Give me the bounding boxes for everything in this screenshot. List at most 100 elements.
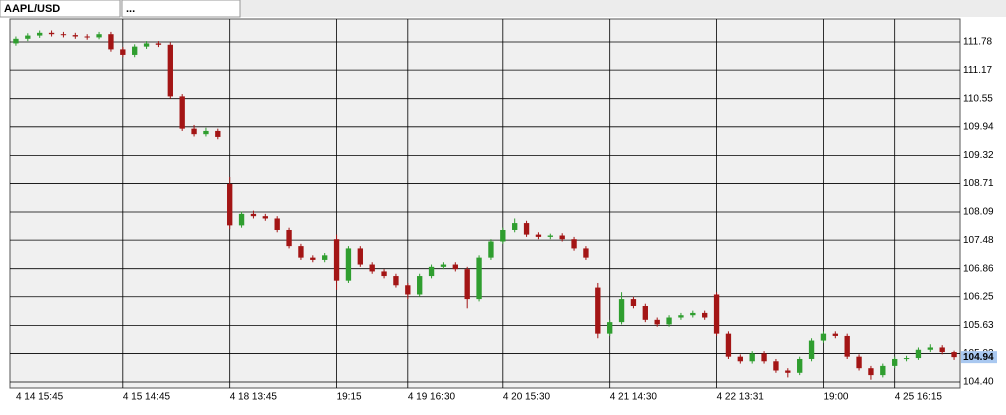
candle-body [13,38,19,44]
tab-label[interactable]: AAPL/USD [4,3,60,15]
y-tick-label: 105.63 [963,320,994,331]
candle-body [72,35,78,37]
y-tick-label: 108.09 [963,207,994,218]
x-tick-label: 4 15 14:45 [123,392,171,403]
candle-body [48,32,55,35]
x-tick-label: 19:00 [823,392,848,403]
last-price-box [961,351,997,364]
candle-body [262,216,268,219]
candle-body [808,340,815,359]
candle-body [132,46,138,55]
y-tick-label: 106.86 [963,263,994,274]
x-tick-label: 4 19 16:30 [408,392,456,403]
candle-body [666,317,672,325]
candle-body [915,349,922,359]
candle-body [500,229,506,242]
candle-body [488,241,494,258]
candle-body [203,130,209,135]
candle-body [215,130,221,137]
candle-body [547,235,553,237]
candle-body [238,213,245,226]
x-tick-label: 4 14 15:45 [16,392,64,403]
candle-body [749,353,755,362]
candle-body [951,352,957,358]
candle-body [428,266,435,277]
x-tick-label: 4 21 14:30 [610,392,658,403]
candle-body [476,257,482,300]
tab-label[interactable]: ... [126,3,135,15]
candle-body [345,248,352,281]
candle-body [191,128,197,135]
candle-body [250,213,257,217]
y-tick-label: 111.78 [963,37,993,48]
candle-body [381,271,387,277]
candle-body [120,49,126,55]
candle-body [880,365,886,376]
x-tick-label: 4 22 13:31 [717,392,765,403]
y-tick-label: 107.48 [963,235,994,246]
candle-body [939,347,945,353]
candle-body [702,312,708,318]
candle-body [713,294,720,334]
candle-body [856,356,862,369]
candle-body [369,264,375,272]
x-tick-label: 4 20 15:30 [503,392,551,403]
candle-body [179,96,185,129]
candle-body [773,361,779,371]
candle-body [60,34,67,36]
candle-body [155,43,162,45]
candle-body [96,34,102,38]
candle-body [725,333,732,357]
candle-body [903,358,910,360]
y-tick-label: 108.71 [963,178,994,189]
last-price-label: 104.94 [963,352,994,363]
y-tick-label: 110.55 [963,93,993,104]
candle-body [630,299,637,306]
y-tick-label: 104.40 [963,377,994,388]
y-tick-label: 109.94 [963,121,994,132]
candle-body [393,276,399,286]
candle-body [512,223,518,230]
candle-body [595,287,601,334]
candle-body [797,358,803,373]
candle-body [37,32,43,36]
candle-body [618,299,625,323]
tab[interactable] [0,0,121,18]
candle-body [832,333,838,336]
candle-body [25,35,31,39]
candle-body [654,319,660,325]
candle-body [84,36,90,38]
candle-body [785,370,791,373]
candle-body [642,306,648,320]
candle-body [678,315,684,318]
candle-body [298,246,304,258]
candle-body [322,255,328,260]
candle-body [310,257,316,260]
candle-body [820,333,827,341]
candle-body [583,248,589,258]
candle-body [274,218,280,230]
candle-body [357,248,363,265]
y-tick-label: 109.32 [963,150,994,161]
candle-body [868,368,874,376]
candle-body [464,269,470,300]
candle-body [927,347,933,350]
candle-body [417,276,423,295]
candle-body [607,322,613,334]
candle-body [333,239,340,281]
candle-body [737,356,743,362]
x-tick-label: 4 25 16:15 [895,392,943,403]
plot-area [9,18,961,389]
candle-body [690,312,696,316]
candle-body [844,335,850,357]
candle-body [440,264,447,267]
candle-body [167,44,173,97]
candle-body [892,358,898,366]
y-tick-label: 106.25 [963,291,994,302]
y-tick-label: 111.17 [963,65,993,76]
tab-bar [0,0,1006,17]
tab[interactable] [121,0,241,18]
candle-body [143,43,150,47]
candle-body [535,234,542,237]
